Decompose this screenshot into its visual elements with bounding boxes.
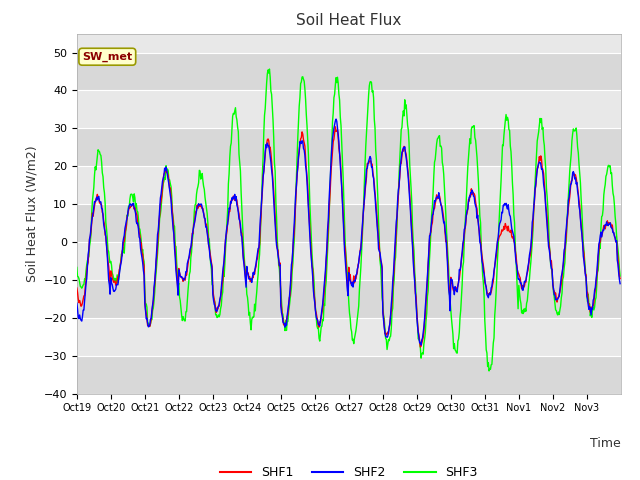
- SHF3: [137, 232, 145, 238]
- SHF1: [137, 239, 145, 244]
- SHF1: [417, 344, 424, 350]
- Bar: [77, 318, 621, 356]
- Bar: [77, 90, 621, 128]
- SHF3: [485, 368, 493, 374]
- SHF1: [284, 312, 292, 318]
- SHF2: [616, 281, 624, 287]
- Bar: [77, 242, 621, 280]
- SHF3: [616, 273, 624, 279]
- SHF3: [264, 71, 271, 77]
- X-axis label: Time: Time: [590, 437, 621, 450]
- SHF1: [436, 196, 444, 202]
- Title: Soil Heat Flux: Soil Heat Flux: [296, 13, 401, 28]
- SHF3: [436, 133, 444, 139]
- Bar: [77, 280, 621, 318]
- SHF3: [73, 264, 81, 270]
- SHF3: [285, 309, 292, 314]
- SHF3: [237, 168, 244, 174]
- Line: SHF2: SHF2: [77, 119, 620, 345]
- SHF2: [237, 222, 244, 228]
- SHF1: [237, 225, 244, 231]
- Line: SHF3: SHF3: [77, 69, 620, 371]
- SHF2: [405, 187, 413, 192]
- Bar: [77, 204, 621, 242]
- SHF1: [616, 276, 624, 281]
- SHF2: [264, 140, 271, 146]
- SHF1: [264, 137, 271, 143]
- SHF2: [332, 116, 340, 122]
- SHF2: [417, 342, 425, 348]
- Legend: SHF1, SHF2, SHF3: SHF1, SHF2, SHF3: [214, 461, 483, 480]
- SHF2: [137, 245, 145, 251]
- SHF2: [436, 198, 444, 204]
- Y-axis label: Soil Heat Flux (W/m2): Soil Heat Flux (W/m2): [25, 145, 38, 282]
- Bar: [77, 356, 621, 394]
- SHF1: [73, 285, 81, 291]
- SHF2: [73, 300, 81, 306]
- Bar: [77, 52, 621, 90]
- SHF2: [284, 308, 292, 313]
- SHF3: [266, 66, 273, 72]
- Text: SW_met: SW_met: [82, 51, 132, 62]
- SHF1: [405, 180, 413, 186]
- Bar: [77, 128, 621, 166]
- Line: SHF1: SHF1: [77, 127, 620, 347]
- SHF3: [405, 140, 413, 145]
- SHF1: [332, 124, 339, 130]
- Bar: [77, 166, 621, 204]
